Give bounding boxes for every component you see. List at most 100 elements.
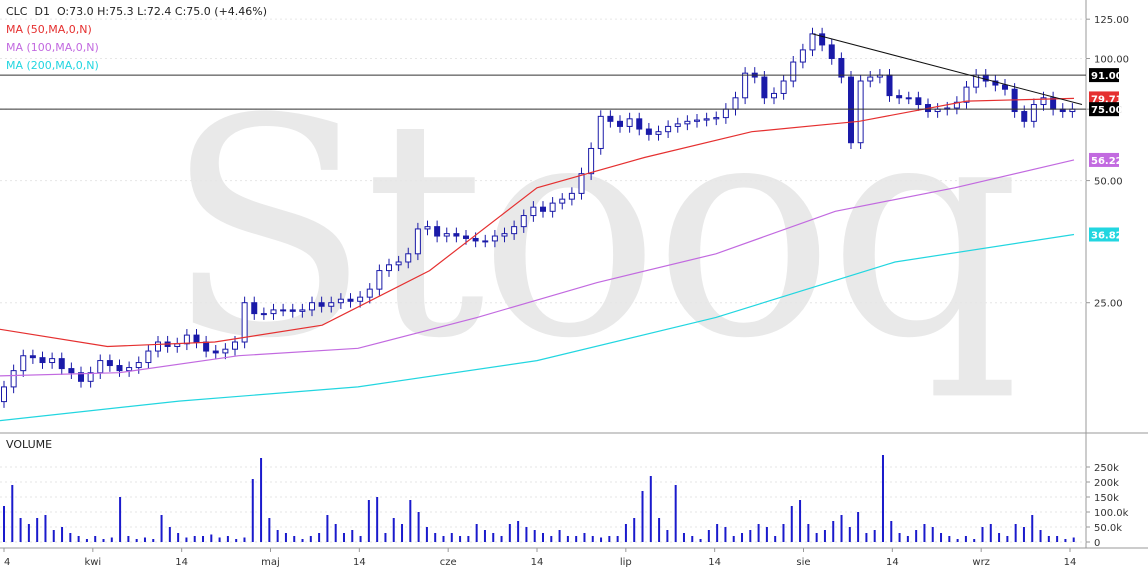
volume-bar [392, 518, 395, 542]
candle-body [1002, 84, 1008, 90]
volume-bar [251, 479, 254, 542]
volume-bar [102, 539, 105, 542]
volume-bar [575, 536, 578, 542]
volume-bar [964, 536, 967, 542]
volume-bar [1072, 537, 1075, 542]
volume-bar [459, 536, 462, 542]
volume-bar [425, 527, 428, 542]
volume-bar [550, 536, 553, 542]
time-tick-label: maj [261, 557, 280, 568]
volume-tick-label: 250k [1094, 463, 1119, 474]
candle-body [241, 302, 248, 343]
candle-body [597, 115, 604, 149]
ma100-legend[interactable]: MA (100,MA,0,N) [6, 41, 99, 54]
trendline [812, 33, 1083, 106]
volume-bar [326, 515, 329, 542]
time-tick-label: lip [620, 557, 632, 568]
volume-bar [168, 527, 171, 542]
volume-bar [881, 455, 884, 542]
volume-bar [906, 536, 909, 542]
candle-body [116, 365, 123, 372]
candle-body [222, 348, 229, 354]
volume-bar [359, 536, 362, 542]
volume-bar [923, 524, 926, 542]
volume-bar [1039, 530, 1042, 542]
volume-bar [724, 527, 727, 542]
volume-bar [566, 536, 569, 542]
candle-body [106, 360, 113, 367]
price-tag: 56.22 [1089, 152, 1123, 167]
candle-body [809, 33, 816, 51]
volume-bar [799, 500, 802, 542]
candle-body [722, 108, 729, 119]
candle-body [318, 302, 325, 307]
ma200-legend[interactable]: MA (200,MA,0,N) [6, 59, 99, 72]
candle-body [905, 97, 912, 100]
candle-body [963, 86, 970, 103]
candle-body [472, 237, 479, 242]
candle-body [559, 198, 566, 204]
candle-body [703, 118, 710, 121]
volume-tick-label: 150k [1094, 493, 1119, 504]
price-tag: 75.00 [1089, 102, 1123, 117]
volume-tick-label: 100.0k [1094, 508, 1129, 519]
candle-body [357, 296, 364, 302]
volume-bar [309, 536, 312, 542]
price-tag: 36.82 [1089, 227, 1123, 242]
ohlc-values: O:73.0 H:75.3 L:72.4 C:75.0 (+4.46%) [56, 5, 268, 18]
candle-body [540, 206, 546, 212]
ma50-legend[interactable]: MA (50,MA,0,N) [6, 23, 92, 36]
volume-bar [1014, 524, 1017, 542]
candle-body [915, 97, 922, 106]
volume-bar [202, 536, 205, 542]
volume-bar [782, 524, 785, 542]
candle-body [39, 357, 46, 364]
volume-bar [948, 536, 951, 542]
volume-bar [774, 536, 777, 542]
candle-body [636, 118, 643, 130]
volume-bar [401, 524, 404, 542]
volume-bar [749, 530, 752, 542]
candle-body [1030, 104, 1037, 122]
volume-bar [11, 485, 14, 542]
volume-bar [848, 527, 851, 542]
candle-body [742, 72, 749, 99]
volume-bar [318, 533, 321, 542]
candle-body [780, 80, 787, 94]
volume-bar [940, 533, 943, 542]
volume-bar [542, 533, 544, 542]
candle-body [78, 372, 84, 382]
candle-body [212, 350, 219, 354]
volume-bar [409, 500, 412, 542]
candle-body [520, 215, 527, 228]
volume-bar [483, 530, 486, 542]
candle-body [1021, 111, 1028, 122]
volume-bar [334, 524, 337, 542]
time-tick-label: wrz [972, 557, 990, 568]
candle-body [443, 233, 450, 237]
price-tag-label: 36.82 [1091, 230, 1123, 241]
candle-body [665, 125, 672, 133]
volume-bar [716, 524, 719, 542]
volume-bar [143, 537, 146, 542]
volume-bar [293, 536, 296, 542]
volume-bar [1031, 515, 1034, 542]
volume-bar [351, 530, 354, 542]
candle-body [1040, 97, 1047, 106]
candle-body [491, 235, 498, 242]
candle-body [87, 372, 94, 382]
candle-body [337, 298, 344, 304]
volume-bar [666, 530, 669, 542]
volume-bar [301, 539, 304, 542]
candle-body [674, 123, 681, 127]
volume-bar [732, 536, 735, 542]
volume-bar [160, 515, 163, 542]
volume-bar [52, 530, 55, 542]
volume-bar [500, 536, 503, 542]
candle-body [645, 128, 652, 135]
volume-bar [243, 537, 246, 542]
candle-body [482, 240, 489, 243]
volume-bar [193, 536, 196, 542]
volume-bar [525, 527, 528, 542]
